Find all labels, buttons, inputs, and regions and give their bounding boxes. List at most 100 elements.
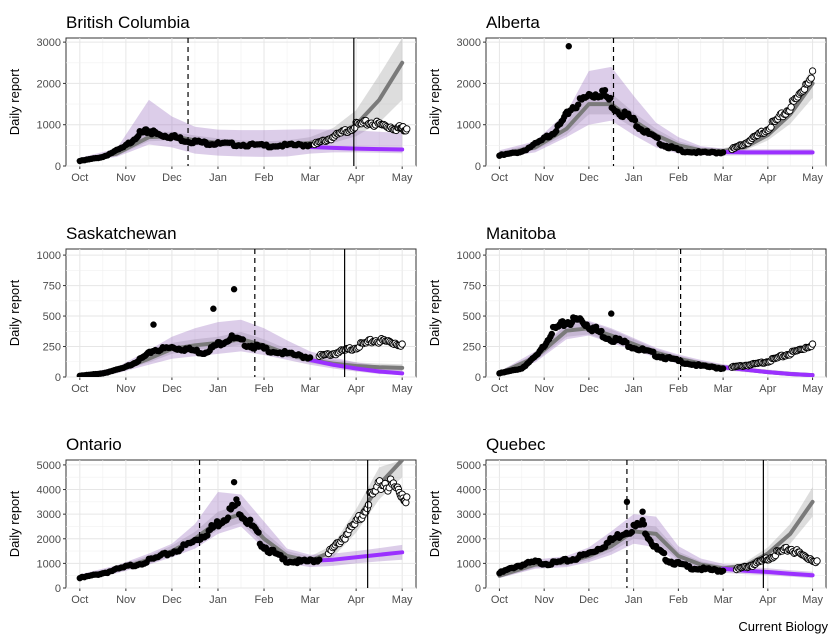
recent-point — [403, 493, 411, 501]
chart-panel-0: Oct Nov Dec Jan Feb Mar Apr May 0 1000 2000 3000 Bri… — [7, 13, 417, 184]
observed-point — [204, 532, 211, 539]
x-tick-label: Feb — [255, 594, 274, 606]
x-tick-label: Mar — [301, 383, 320, 395]
plot-content — [496, 310, 817, 377]
plot-content — [76, 460, 411, 582]
observed-point — [230, 286, 238, 293]
observed-point — [230, 478, 238, 486]
x-tick-label: Dec — [162, 172, 182, 184]
y-tick-label: 0 — [475, 372, 481, 384]
y-tick-label: 0 — [475, 161, 481, 173]
panel-title: Quebec — [486, 435, 546, 454]
x-tick-label: Jan — [625, 594, 643, 606]
observed-point — [719, 567, 727, 574]
y-tick-label: 4000 — [457, 485, 481, 497]
baseline-confidence-band — [499, 320, 813, 377]
observed-point — [660, 549, 668, 557]
x-tick-label: Jan — [625, 383, 643, 395]
observed-point — [247, 516, 254, 524]
chart-panel-1: Oct Nov Dec Jan Feb Mar Apr May 0 1000 2000 3000 Alb… — [427, 13, 827, 184]
y-axis-label: Daily report — [7, 490, 22, 557]
x-tick-label: Jan — [209, 172, 227, 184]
recent-point — [398, 340, 406, 348]
x-tick-label: Apr — [348, 172, 365, 184]
observed-point — [210, 305, 217, 312]
observed-point — [601, 86, 609, 94]
observed-point — [639, 508, 646, 515]
y-tick-label: 4000 — [37, 485, 61, 497]
chart-panel-5: Oct Nov Dec Jan Feb Mar Apr May 0 1000 2000 3000 400… — [427, 435, 827, 606]
y-tick-label: 2000 — [457, 534, 481, 546]
x-tick-label: Apr — [759, 383, 776, 395]
x-tick-label: Oct — [491, 172, 508, 184]
observed-point — [316, 556, 323, 563]
fit-line — [77, 337, 405, 377]
x-tick-label: Feb — [255, 172, 274, 184]
x-tick-label: Dec — [579, 594, 599, 606]
y-axis-label: Daily report — [427, 68, 442, 135]
observed-point — [628, 528, 636, 536]
observed-point — [306, 354, 314, 361]
y-tick-label: 0 — [55, 161, 61, 173]
x-tick-label: Nov — [116, 172, 136, 184]
x-tick-label: Oct — [491, 383, 508, 395]
chart-panel-2: Oct Nov Dec Jan Feb Mar Apr May 0 250 500 750 1000 Sa… — [7, 224, 417, 395]
y-tick-label: 0 — [55, 583, 61, 595]
observed-point — [255, 529, 262, 536]
x-tick-label: Nov — [534, 383, 554, 395]
x-tick-label: Oct — [71, 383, 88, 395]
observed-point — [640, 521, 648, 528]
observed-point — [150, 321, 157, 328]
plot-content — [496, 487, 821, 579]
x-tick-label: Feb — [669, 383, 688, 395]
x-tick-label: May — [802, 594, 823, 606]
y-tick-label: 500 — [43, 311, 61, 323]
x-tick-label: Jan — [209, 383, 227, 395]
plot-content — [496, 43, 817, 159]
x-tick-label: Feb — [669, 594, 688, 606]
y-tick-label: 3000 — [37, 509, 61, 521]
y-tick-label: 2000 — [457, 78, 481, 90]
x-tick-label: Apr — [759, 594, 776, 606]
x-tick-label: Mar — [714, 383, 733, 395]
fit-confidence-band — [499, 322, 813, 376]
y-tick-label: 3000 — [457, 37, 481, 49]
y-tick-label: 1000 — [37, 250, 61, 262]
y-axis-label: Daily report — [427, 490, 442, 557]
x-tick-label: May — [802, 172, 823, 184]
x-tick-label: May — [392, 383, 413, 395]
x-tick-label: Oct — [71, 172, 88, 184]
y-tick-label: 750 — [43, 281, 61, 293]
x-tick-label: Apr — [759, 172, 776, 184]
observed-point — [234, 500, 241, 507]
x-tick-label: Oct — [491, 594, 508, 606]
observed-point — [565, 43, 572, 50]
x-tick-label: May — [392, 172, 413, 184]
panel-title: Saskatchewan — [66, 224, 177, 243]
y-tick-label: 2000 — [37, 78, 61, 90]
y-tick-label: 250 — [463, 342, 481, 354]
x-tick-label: Dec — [579, 383, 599, 395]
y-tick-label: 0 — [55, 372, 61, 384]
x-tick-label: Feb — [669, 172, 688, 184]
observed-point — [553, 127, 560, 135]
y-tick-label: 1000 — [37, 120, 61, 132]
observed-point — [719, 365, 727, 372]
observed-point — [623, 498, 631, 506]
x-tick-label: May — [392, 594, 413, 606]
observed-point — [631, 117, 639, 124]
y-tick-label: 0 — [475, 583, 481, 595]
y-tick-label: 1000 — [457, 558, 481, 570]
x-tick-label: Mar — [301, 594, 320, 606]
recent-point — [807, 74, 815, 82]
y-tick-label: 250 — [43, 342, 61, 354]
recent-point — [364, 501, 373, 509]
y-tick-label: 500 — [463, 311, 481, 323]
observed-point — [719, 149, 727, 156]
y-tick-label: 2000 — [37, 534, 61, 546]
y-axis-label: Daily report — [7, 279, 22, 346]
observed-point — [654, 134, 661, 142]
y-tick-label: 1000 — [457, 250, 481, 262]
x-tick-label: Jan — [209, 594, 227, 606]
chart-panel-3: Oct Nov Dec Jan Feb Mar Apr May 0 250 500 750 1000 Ma… — [427, 224, 827, 395]
